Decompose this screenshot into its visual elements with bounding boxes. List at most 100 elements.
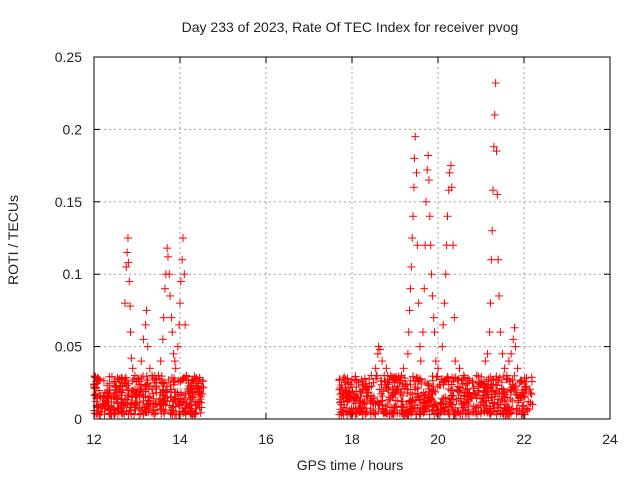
data-point: [439, 380, 448, 389]
data-point: [354, 378, 363, 387]
data-point: [143, 400, 152, 409]
data-point: [155, 400, 164, 409]
data-point: [490, 110, 499, 119]
data-point: [195, 375, 204, 384]
data-point: [396, 376, 405, 385]
data-point: [191, 383, 200, 392]
data-point: [352, 376, 361, 385]
grid-lines: [94, 57, 610, 419]
data-point: [166, 381, 175, 390]
data-point: [526, 398, 535, 407]
data-point: [488, 226, 497, 235]
data-point: [179, 234, 188, 242]
data-point: [525, 385, 534, 394]
data-point: [427, 270, 436, 279]
data-point: [486, 299, 495, 308]
data-point: [345, 388, 354, 397]
data-point: [145, 364, 154, 373]
data-point: [109, 391, 118, 400]
data-point: [188, 393, 197, 402]
data-point: [135, 404, 144, 413]
data-point: [429, 313, 438, 322]
data-point: [527, 390, 536, 399]
data-point: [375, 400, 384, 409]
y-tick-label: 0: [74, 411, 82, 427]
data-point: [126, 403, 135, 412]
data-point: [159, 391, 168, 400]
data-point: [122, 407, 131, 416]
data-point: [440, 406, 449, 415]
x-tick-label: 16: [258, 431, 274, 447]
data-point: [384, 378, 393, 387]
data-point: [482, 402, 491, 411]
data-point: [180, 270, 189, 279]
data-point: [520, 410, 529, 419]
data-point: [348, 383, 356, 392]
data-point: [447, 395, 456, 404]
data-point: [437, 400, 446, 409]
data-point: [403, 389, 412, 398]
data-point: [360, 398, 369, 407]
x-tick-label: 20: [430, 431, 446, 447]
data-point: [492, 410, 501, 419]
data-point: [443, 407, 452, 416]
data-point: [139, 335, 148, 344]
data-point: [456, 383, 465, 392]
data-point: [415, 410, 424, 419]
y-tick-label: 0.15: [55, 194, 82, 210]
data-point: [123, 234, 132, 242]
data-point: [411, 132, 420, 141]
data-point: [117, 394, 126, 403]
data-point: [401, 407, 410, 416]
data-point: [496, 328, 505, 337]
x-tick-label: 12: [86, 431, 102, 447]
data-point: [510, 323, 519, 332]
data-point: [197, 403, 206, 412]
data-point: [398, 397, 407, 406]
data-point: [383, 378, 392, 387]
data-point: [423, 379, 432, 388]
data-point: [176, 377, 185, 386]
data-point: [128, 377, 137, 386]
data-point: [118, 375, 127, 384]
data-point: [127, 409, 136, 418]
data-point: [347, 375, 356, 384]
data-point: [424, 384, 433, 393]
data-point: [504, 357, 513, 366]
data-point: [368, 398, 377, 407]
data-point: [446, 386, 455, 395]
x-tick-label: 24: [602, 431, 618, 447]
data-point: [389, 409, 398, 418]
data-point: [509, 335, 518, 344]
data-point: [369, 394, 378, 403]
data-point: [495, 389, 504, 398]
data-point: [159, 313, 168, 322]
data-point: [173, 342, 182, 351]
data-point: [411, 377, 420, 386]
data-point: [196, 408, 205, 417]
data-point: [399, 364, 408, 373]
data-point: [477, 378, 485, 387]
data-point: [409, 183, 418, 192]
data-point: [113, 399, 122, 408]
data-point: [445, 168, 454, 177]
data-point: [448, 392, 457, 401]
data-point: [485, 328, 494, 337]
data-point: [501, 390, 510, 399]
data-point: [525, 405, 534, 414]
data-point: [444, 384, 453, 393]
data-point: [113, 373, 122, 382]
data-point: [426, 241, 435, 250]
data-point: [528, 377, 537, 386]
data-point: [170, 394, 179, 403]
data-point: [379, 387, 388, 396]
data-point: [149, 402, 158, 411]
data-point: [489, 186, 498, 195]
data-point: [365, 383, 374, 392]
data-point: [386, 371, 395, 380]
data-point: [414, 392, 423, 401]
data-point: [363, 388, 372, 397]
data-point: [163, 244, 172, 253]
data-point: [470, 389, 479, 398]
